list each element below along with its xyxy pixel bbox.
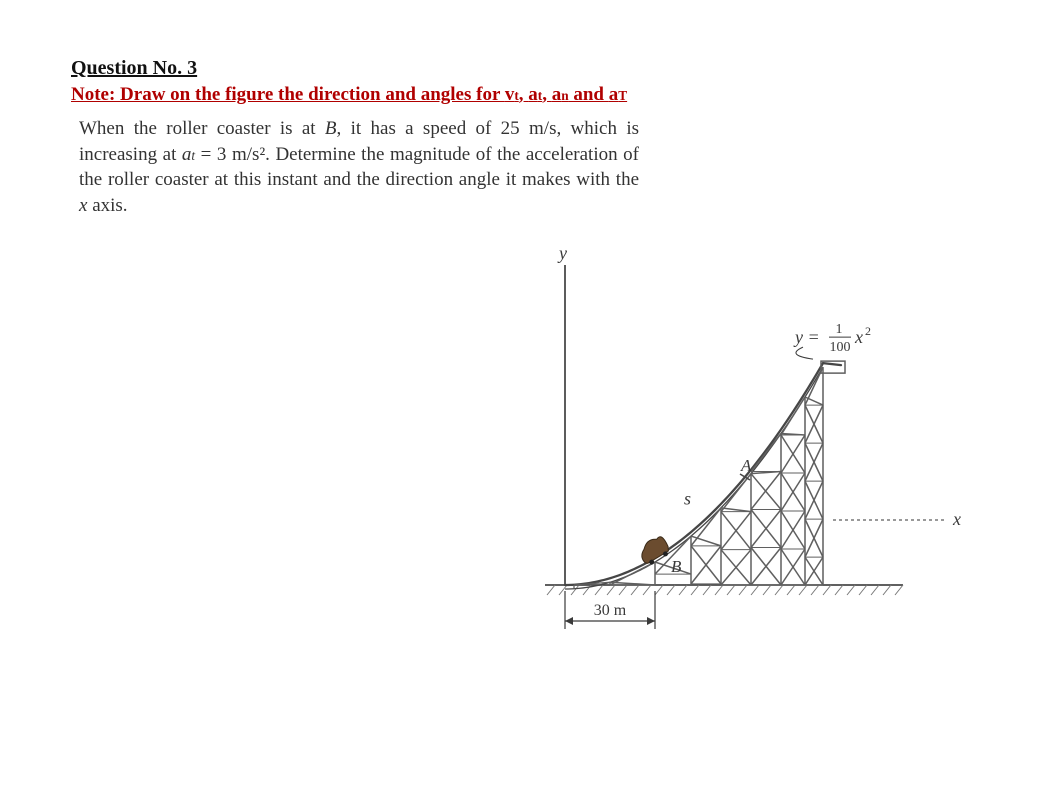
svg-text:2: 2 xyxy=(865,324,871,338)
svg-text:1: 1 xyxy=(836,322,843,337)
question-number: Question No. 3 xyxy=(71,57,627,80)
svg-text:100: 100 xyxy=(830,340,851,355)
note-at: at xyxy=(528,84,542,105)
svg-text:B: B xyxy=(671,557,682,576)
note-sep1: , xyxy=(519,84,529,105)
note-prefix: Note: Draw on the figure the direction a… xyxy=(71,84,505,105)
svg-text:30 m: 30 m xyxy=(594,602,627,619)
svg-text:s: s xyxy=(684,488,691,508)
note-aT: aT xyxy=(609,84,627,105)
note-and: and xyxy=(569,84,609,105)
note-an: an xyxy=(552,84,569,105)
note-vt: vt xyxy=(505,84,519,105)
svg-text:A: A xyxy=(740,456,752,475)
note-sep2: , xyxy=(542,84,552,105)
figure: yxBAsy = 1100x230 m xyxy=(425,245,965,665)
svg-text:x: x xyxy=(854,327,863,347)
svg-text:y =: y = xyxy=(793,327,820,347)
note-line: Note: Draw on the figure the direction a… xyxy=(71,84,627,106)
problem-statement: When the roller coaster is at B, it has … xyxy=(79,116,639,219)
svg-text:y: y xyxy=(557,245,567,263)
svg-text:x: x xyxy=(952,509,961,529)
